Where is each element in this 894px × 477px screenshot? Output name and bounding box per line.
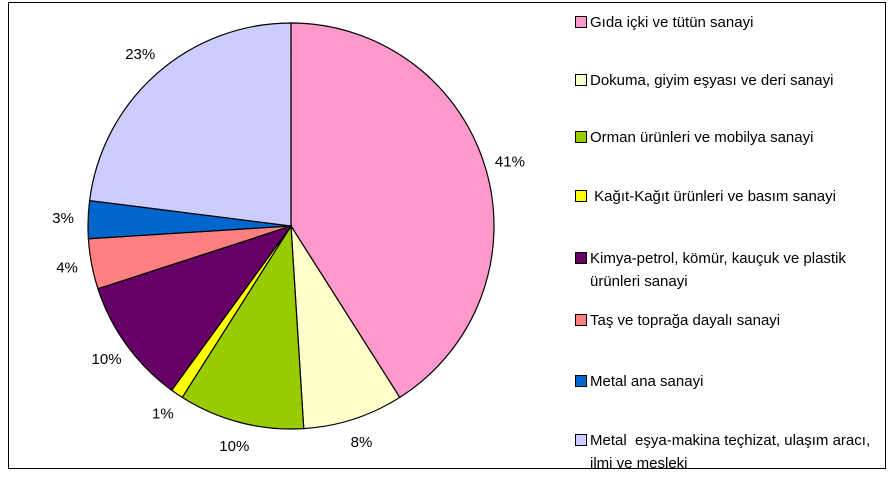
legend-swatch bbox=[575, 190, 587, 202]
pie-slice bbox=[97, 224, 293, 392]
data-label: 4% bbox=[56, 260, 78, 277]
pie-slice bbox=[88, 22, 292, 227]
pie-slice bbox=[290, 225, 401, 430]
legend-label: Metal eşya-makina teçhizat, ulaşım aracı… bbox=[590, 432, 875, 472]
legend-label: Kimya-petrol, kömür, kauçuk ve plastik ü… bbox=[590, 250, 851, 290]
legend-swatch bbox=[575, 375, 587, 387]
data-label: 10% bbox=[92, 351, 122, 368]
data-label: 1% bbox=[152, 406, 174, 423]
legend-swatch bbox=[575, 252, 587, 264]
legend-swatch bbox=[575, 131, 587, 143]
legend-swatch bbox=[575, 314, 587, 326]
pie-slice bbox=[290, 22, 495, 399]
legend-swatch bbox=[575, 74, 587, 86]
data-label: 10% bbox=[219, 438, 249, 455]
data-label: 23% bbox=[125, 46, 155, 63]
legend-label: Metal ana sanayi bbox=[590, 373, 704, 390]
legend-label: Kağıt-Kağıt ürünleri ve basım sanayi bbox=[590, 188, 836, 205]
data-label: 8% bbox=[351, 434, 373, 451]
legend-swatch bbox=[575, 434, 587, 446]
data-label: 41% bbox=[495, 153, 525, 170]
data-label: 3% bbox=[52, 210, 74, 227]
legend-label: Dokuma, giyim eşyası ve deri sanayi bbox=[590, 72, 834, 89]
pie-slice bbox=[181, 224, 305, 430]
legend-label: Orman ürünleri ve mobilya sanayi bbox=[590, 129, 814, 146]
pie-chart: 41% 8% 10% 1% 10% 4% 3% 23% bbox=[52, 22, 525, 455]
legend-label: Gıda içki ve tütün sanayi bbox=[590, 14, 754, 31]
chart-frame: 41% 8% 10% 1% 10% 4% 3% 23% Gıda içki ve tütün … bbox=[8, 2, 886, 472]
legend-swatch bbox=[575, 16, 587, 28]
legend-label: Taş ve toprağa dayalı sanayi bbox=[590, 312, 781, 329]
